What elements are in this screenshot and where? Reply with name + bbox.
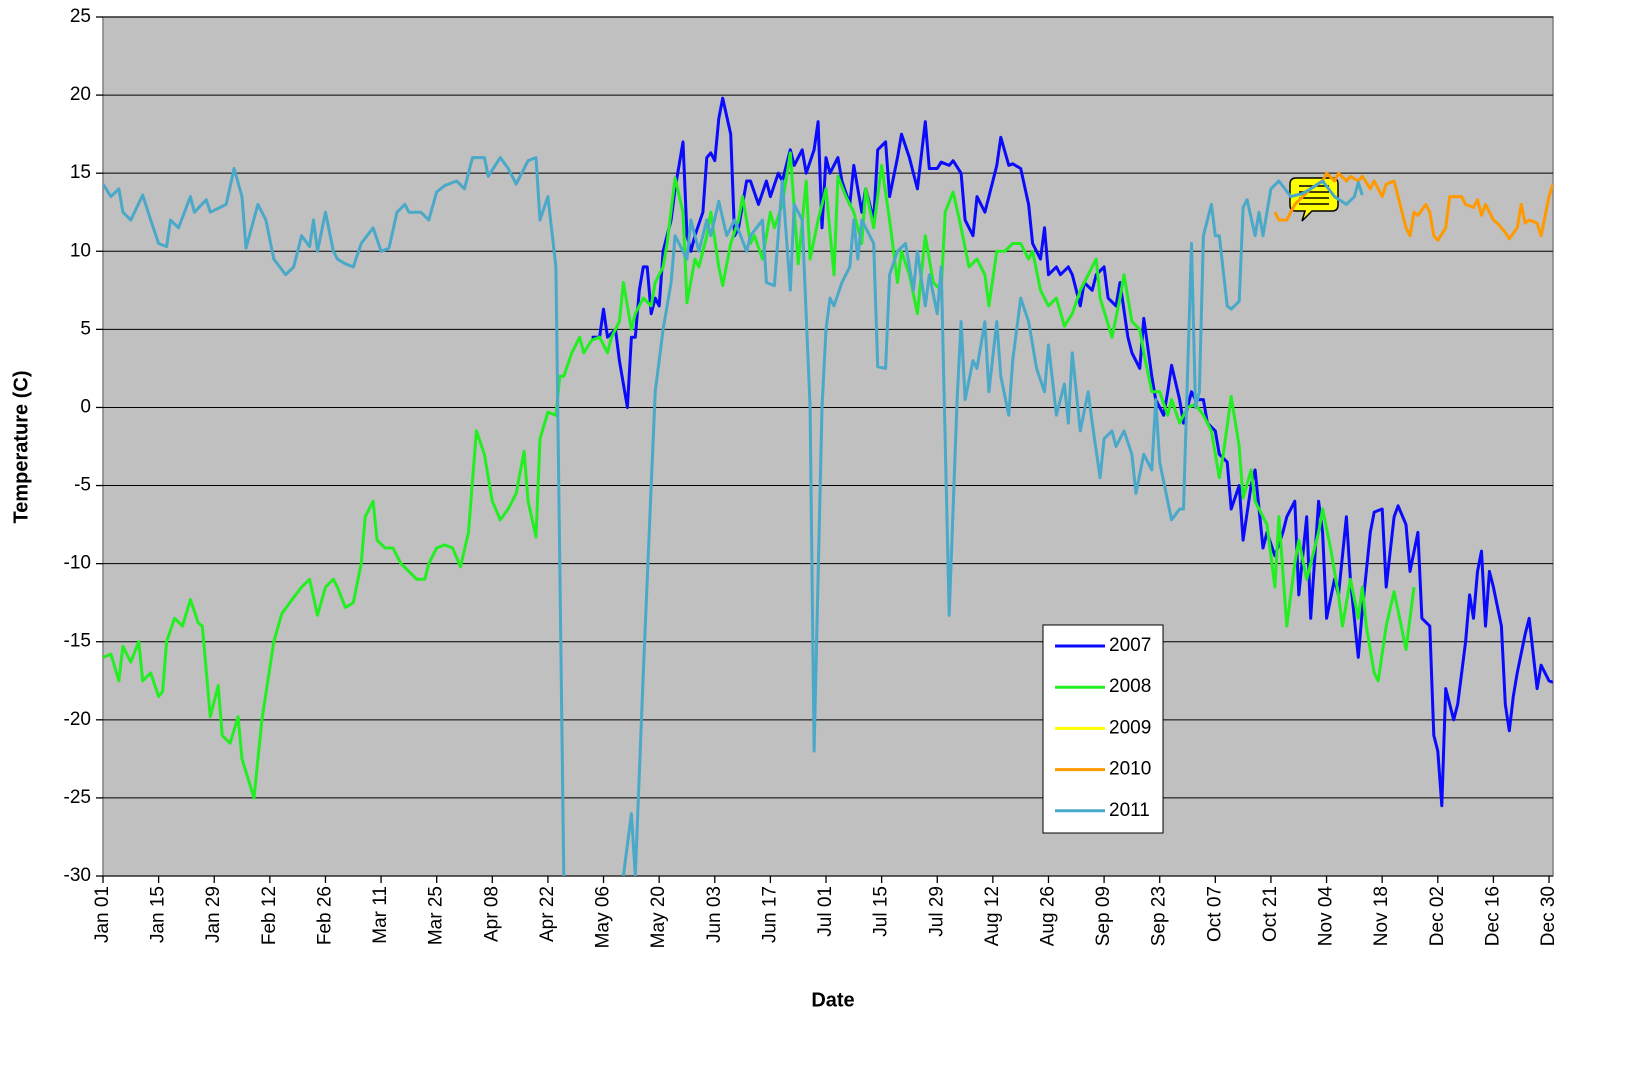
x-tick-label: Aug 26	[1037, 886, 1058, 946]
y-tick-label: 10	[70, 240, 91, 261]
x-tick-label: Dec 30	[1538, 886, 1559, 946]
legend-label: 2011	[1109, 800, 1150, 821]
y-tick-label: -30	[64, 865, 91, 886]
y-tick-label: 0	[80, 396, 91, 417]
plot-area	[102, 16, 1554, 877]
series-line	[591, 96, 1553, 808]
legend-label: 2009	[1109, 717, 1151, 738]
legend: 2007 2008 2009 2010 2011	[1042, 624, 1164, 834]
x-tick-label: Sep 23	[1149, 886, 1170, 946]
y-tick-label: 5	[80, 318, 91, 339]
series-line	[1273, 171, 1553, 242]
x-tick-label: Feb 26	[314, 886, 335, 945]
y-tick-label: 25	[70, 6, 91, 27]
y-tick-label: -20	[64, 709, 91, 730]
y-tick-label: -25	[64, 787, 91, 808]
x-tick-label: Mar 25	[426, 886, 447, 945]
y-tick-label: -5	[74, 475, 91, 496]
x-tick-label: Nov 18	[1371, 886, 1392, 946]
x-tick-label: Dec 16	[1482, 886, 1503, 946]
x-tick-label: Sep 09	[1093, 886, 1114, 946]
y-axis-label: Temperature (C)	[10, 371, 32, 524]
x-tick-label: Apr 08	[481, 886, 502, 942]
x-tick-label: Oct 07	[1204, 886, 1225, 942]
x-tick-label: Jun 17	[759, 886, 780, 943]
x-tick-label: Jan 15	[148, 886, 169, 943]
y-tick-label: 15	[70, 162, 91, 183]
x-tick-label: Apr 22	[537, 886, 558, 942]
x-tick-label: Jul 29	[926, 886, 947, 937]
legend-label: 2007	[1109, 635, 1151, 656]
y-tick-label: -15	[64, 631, 91, 652]
x-tick-label: Mar 11	[370, 886, 391, 944]
x-tick-label: Oct 21	[1260, 886, 1281, 942]
x-tick-label: Jul 01	[815, 886, 836, 937]
x-tick-label: Jan 29	[203, 886, 224, 943]
series-line	[103, 156, 1364, 876]
x-tick-label: Jul 15	[871, 886, 892, 937]
y-tick-label: -10	[64, 553, 91, 574]
x-tick-label: Nov 04	[1316, 886, 1337, 947]
x-tick-label: Jan 01	[92, 886, 113, 943]
series-line	[103, 151, 1416, 800]
x-tick-label: May 20	[648, 886, 669, 948]
comment-icon	[1289, 177, 1339, 222]
x-tick-label: Jun 03	[704, 886, 725, 943]
x-tick-label: May 06	[593, 886, 614, 948]
y-tick-label: 20	[70, 84, 91, 105]
x-tick-label: Dec 02	[1427, 886, 1448, 946]
x-axis-label: Date	[811, 989, 854, 1011]
legend-label: 2010	[1109, 759, 1151, 780]
x-tick-label: Feb 12	[259, 886, 280, 945]
x-tick-label: Aug 12	[982, 886, 1003, 946]
legend-label: 2008	[1109, 676, 1151, 697]
